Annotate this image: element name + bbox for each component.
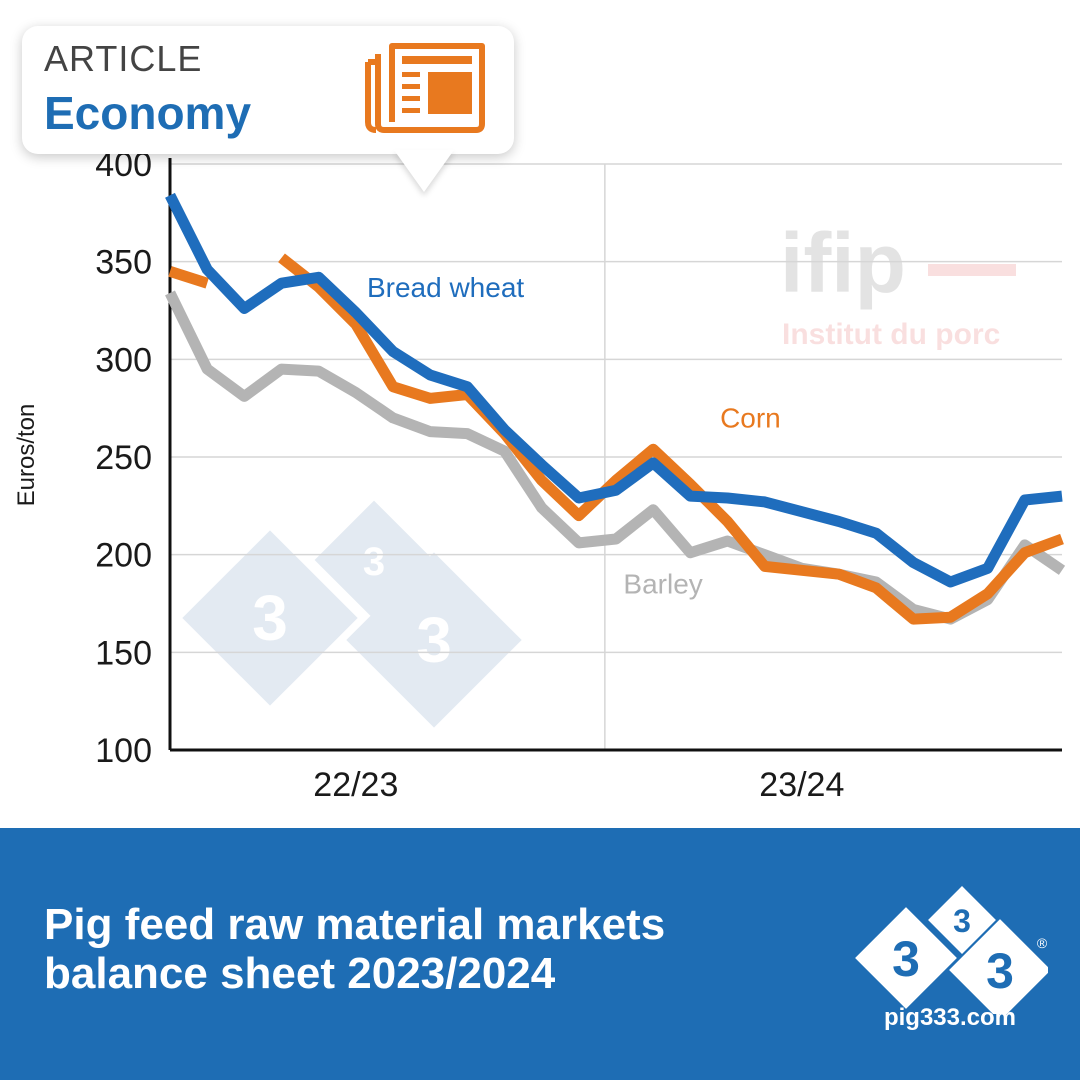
x-period-label: 22/23	[313, 766, 398, 804]
chart-series-labels: Bread wheat Corn Barley	[367, 272, 781, 600]
ifip-watermark-brand: ifip	[780, 216, 906, 310]
chart-axes	[168, 158, 1062, 752]
badge-speech-tail	[394, 150, 454, 192]
y-tick-label: 300	[95, 341, 152, 379]
x-axis-period-labels: 22/23 23/24	[313, 766, 844, 804]
ifip-watermark: ifip Institut du porc	[780, 216, 1016, 351]
article-badge: ARTICLE Economy	[22, 26, 514, 154]
chart-gridlines	[170, 163, 1062, 750]
x-period-label: 23/24	[759, 766, 844, 804]
pig333-logo-digit: 3	[892, 931, 920, 987]
pig333-logo-digit: 3	[953, 903, 971, 939]
y-tick-label: 350	[95, 244, 152, 282]
site-url: pig333.com	[883, 1004, 1017, 1031]
y-tick-label: 250	[95, 439, 152, 477]
corn-line	[278, 253, 1064, 625]
feed-price-chart: ifip Institut du porc 3 3 3 100 150 200 250…	[13, 146, 1066, 804]
y-axis-label: Euros/ton	[13, 404, 40, 507]
bread-wheat-line	[165, 192, 1063, 588]
footer-banner: Pig feed raw material markets balance sh…	[0, 828, 1080, 1080]
registered-mark: ®	[1037, 935, 1048, 951]
article-category: Economy	[44, 87, 252, 139]
pig333-logo: 3 3 3 ®	[855, 886, 1048, 1014]
corn-line	[168, 266, 209, 289]
ifip-watermark-bar	[928, 264, 1016, 276]
barley-series-label: Barley	[623, 569, 702, 600]
bread-wheat-series-label: Bread wheat	[367, 272, 524, 303]
barley-line	[165, 290, 1066, 625]
pig333-watermark-digit: 3	[252, 582, 288, 654]
corn-series-label: Corn	[720, 403, 781, 434]
pig333-logo-digit: 3	[986, 943, 1014, 999]
pig333-watermark-digit: 3	[416, 604, 452, 676]
chart-svg: ifip Institut du porc 3 3 3 100 150 200 250…	[13, 146, 1066, 804]
chart-series-lines	[165, 192, 1066, 625]
pig333-watermark-digit: 3	[363, 540, 385, 584]
y-tick-label: 100	[95, 732, 152, 770]
article-title: Pig feed raw material markets balance sh…	[44, 900, 666, 999]
y-tick-label: 200	[95, 537, 152, 575]
newspaper-icon	[365, 43, 485, 133]
ifip-watermark-tagline: Institut du porc	[782, 318, 1000, 351]
pig333-watermark: 3 3 3	[182, 500, 522, 728]
y-tick-label: 150	[95, 634, 152, 672]
article-kicker: ARTICLE	[44, 38, 203, 79]
